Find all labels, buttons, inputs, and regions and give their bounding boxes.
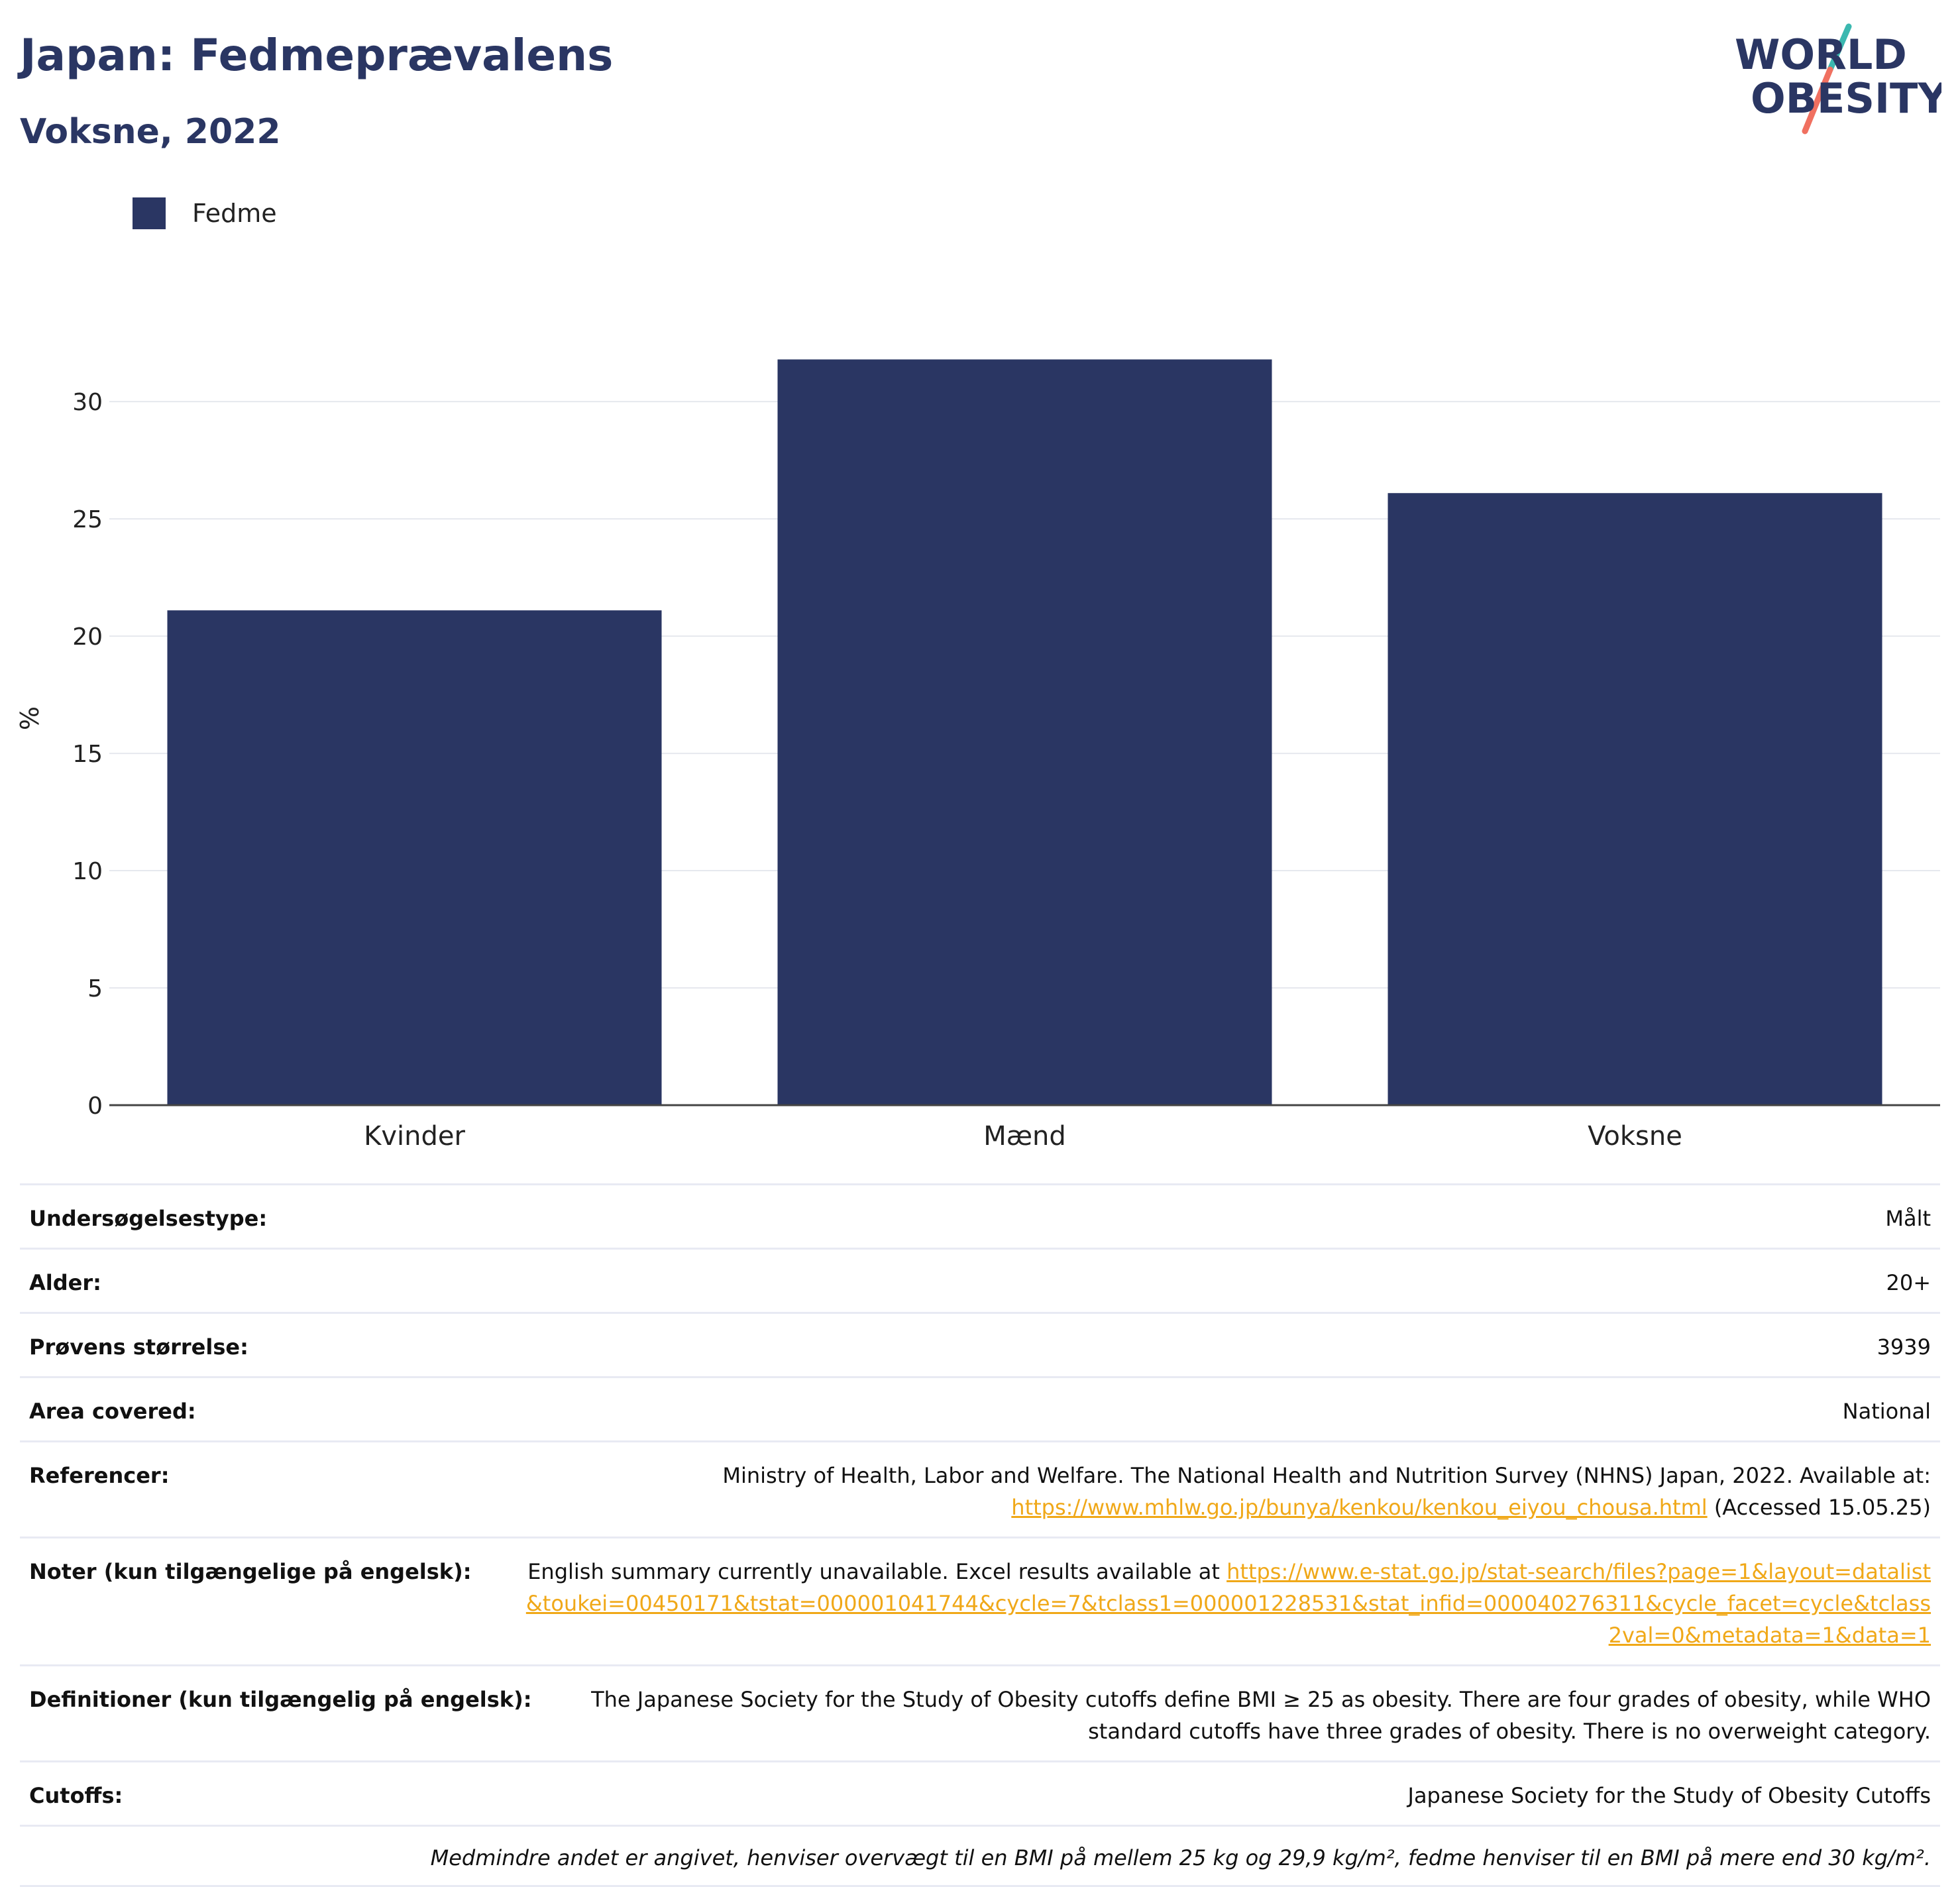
- bar-voksne: [1388, 493, 1882, 1105]
- info-row-cutoffs: Cutoffs: Japanese Society for the Study …: [20, 1760, 1940, 1825]
- y-tick-label: 30: [72, 389, 103, 416]
- footnote: Medmindre andet er angivet, henviser ove…: [20, 1825, 1940, 1887]
- logo-slash-teal: [1827, 23, 1852, 73]
- bar-mænd: [777, 359, 1272, 1106]
- info-row-area-covered: Area covered: National: [20, 1376, 1940, 1440]
- info-row-age: Alder: 20+: [20, 1248, 1940, 1312]
- info-value: Ministry of Health, Labor and Welfare. T…: [722, 1460, 1931, 1523]
- references-text: Ministry of Health, Labor and Welfare. T…: [722, 1463, 1931, 1488]
- info-value: Målt: [1885, 1206, 1931, 1231]
- y-tick-label: 20: [72, 623, 103, 651]
- info-key: Noter (kun tilgængelige på engelsk):: [29, 1559, 472, 1584]
- x-tick-label: Voksne: [1588, 1121, 1682, 1152]
- legend-label: Fedme: [192, 199, 277, 228]
- info-table: Undersøgelsestype: Målt Alder: 20+ Prøve…: [20, 1183, 1940, 1887]
- x-tick-label: Mænd: [983, 1121, 1066, 1152]
- world-obesity-logo: WORLD OBESITY: [1735, 23, 1941, 135]
- references-accessed: (Accessed 15.05.25): [1714, 1495, 1931, 1520]
- info-key: Area covered:: [29, 1399, 196, 1424]
- y-tick-label: 25: [72, 506, 103, 533]
- references-link[interactable]: https://www.mhlw.go.jp/bunya/kenkou/kenk…: [1011, 1495, 1708, 1520]
- x-tick-label: Kvinder: [364, 1121, 465, 1152]
- chart-legend: Fedme: [133, 197, 277, 229]
- y-tick-label: 0: [87, 1093, 103, 1120]
- info-key: Cutoffs:: [29, 1783, 123, 1808]
- chart-bars: [167, 359, 1882, 1106]
- logo-line1: WORLD: [1735, 30, 1907, 79]
- x-axis-labels: Kvinder Mænd Voksne: [364, 1121, 1682, 1152]
- y-tick-label: 5: [87, 975, 103, 1002]
- bar-kvinder: [167, 610, 662, 1105]
- legend-swatch: [133, 197, 166, 229]
- y-tick-label: 10: [72, 858, 103, 885]
- y-axis-label: %: [15, 706, 44, 730]
- info-value: Japanese Society for the Study of Obesit…: [1407, 1783, 1932, 1808]
- info-row-references: Referencer: Ministry of Health, Labor an…: [20, 1440, 1940, 1537]
- info-value: 3939: [1877, 1334, 1931, 1360]
- info-row-notes: Noter (kun tilgængelige på engelsk): Eng…: [20, 1537, 1940, 1664]
- y-tick-label: 15: [72, 741, 103, 768]
- info-value: The Japanese Society for the Study of Ob…: [591, 1687, 1931, 1744]
- info-value: English summary currently unavailable. E…: [519, 1556, 1931, 1651]
- info-key: Undersøgelsestype:: [29, 1206, 268, 1231]
- info-key: Prøvens størrelse:: [29, 1334, 248, 1360]
- info-row-sample-size: Prøvens størrelse: 3939: [20, 1312, 1940, 1376]
- info-row-definitions: Definitioner (kun tilgængelig på engelsk…: [20, 1664, 1940, 1760]
- logo-line2: OBESITY: [1751, 74, 1941, 123]
- info-value: 20+: [1886, 1270, 1931, 1295]
- page-subtitle: Voksne, 2022: [20, 112, 281, 152]
- logo-slash-coral: [1802, 66, 1833, 135]
- y-axis-ticks: 0 5 10 15 20 25 30: [72, 389, 103, 1120]
- notes-text: English summary currently unavailable. E…: [527, 1559, 1220, 1584]
- info-value: National: [1842, 1399, 1931, 1424]
- info-key: Definitioner (kun tilgængelig på engelsk…: [29, 1687, 532, 1712]
- bar-chart: 0 5 10 15 20 25 30 Kvinder Mænd Voksne %: [15, 359, 1940, 1152]
- info-row-survey-type: Undersøgelsestype: Målt: [20, 1183, 1940, 1248]
- info-key: Alder:: [29, 1270, 101, 1295]
- page-title: Japan: Fedmeprævalens: [20, 30, 614, 81]
- notes-link[interactable]: https://www.e-stat.go.jp/stat-search/fil…: [525, 1559, 1931, 1648]
- info-key: Referencer:: [29, 1463, 170, 1488]
